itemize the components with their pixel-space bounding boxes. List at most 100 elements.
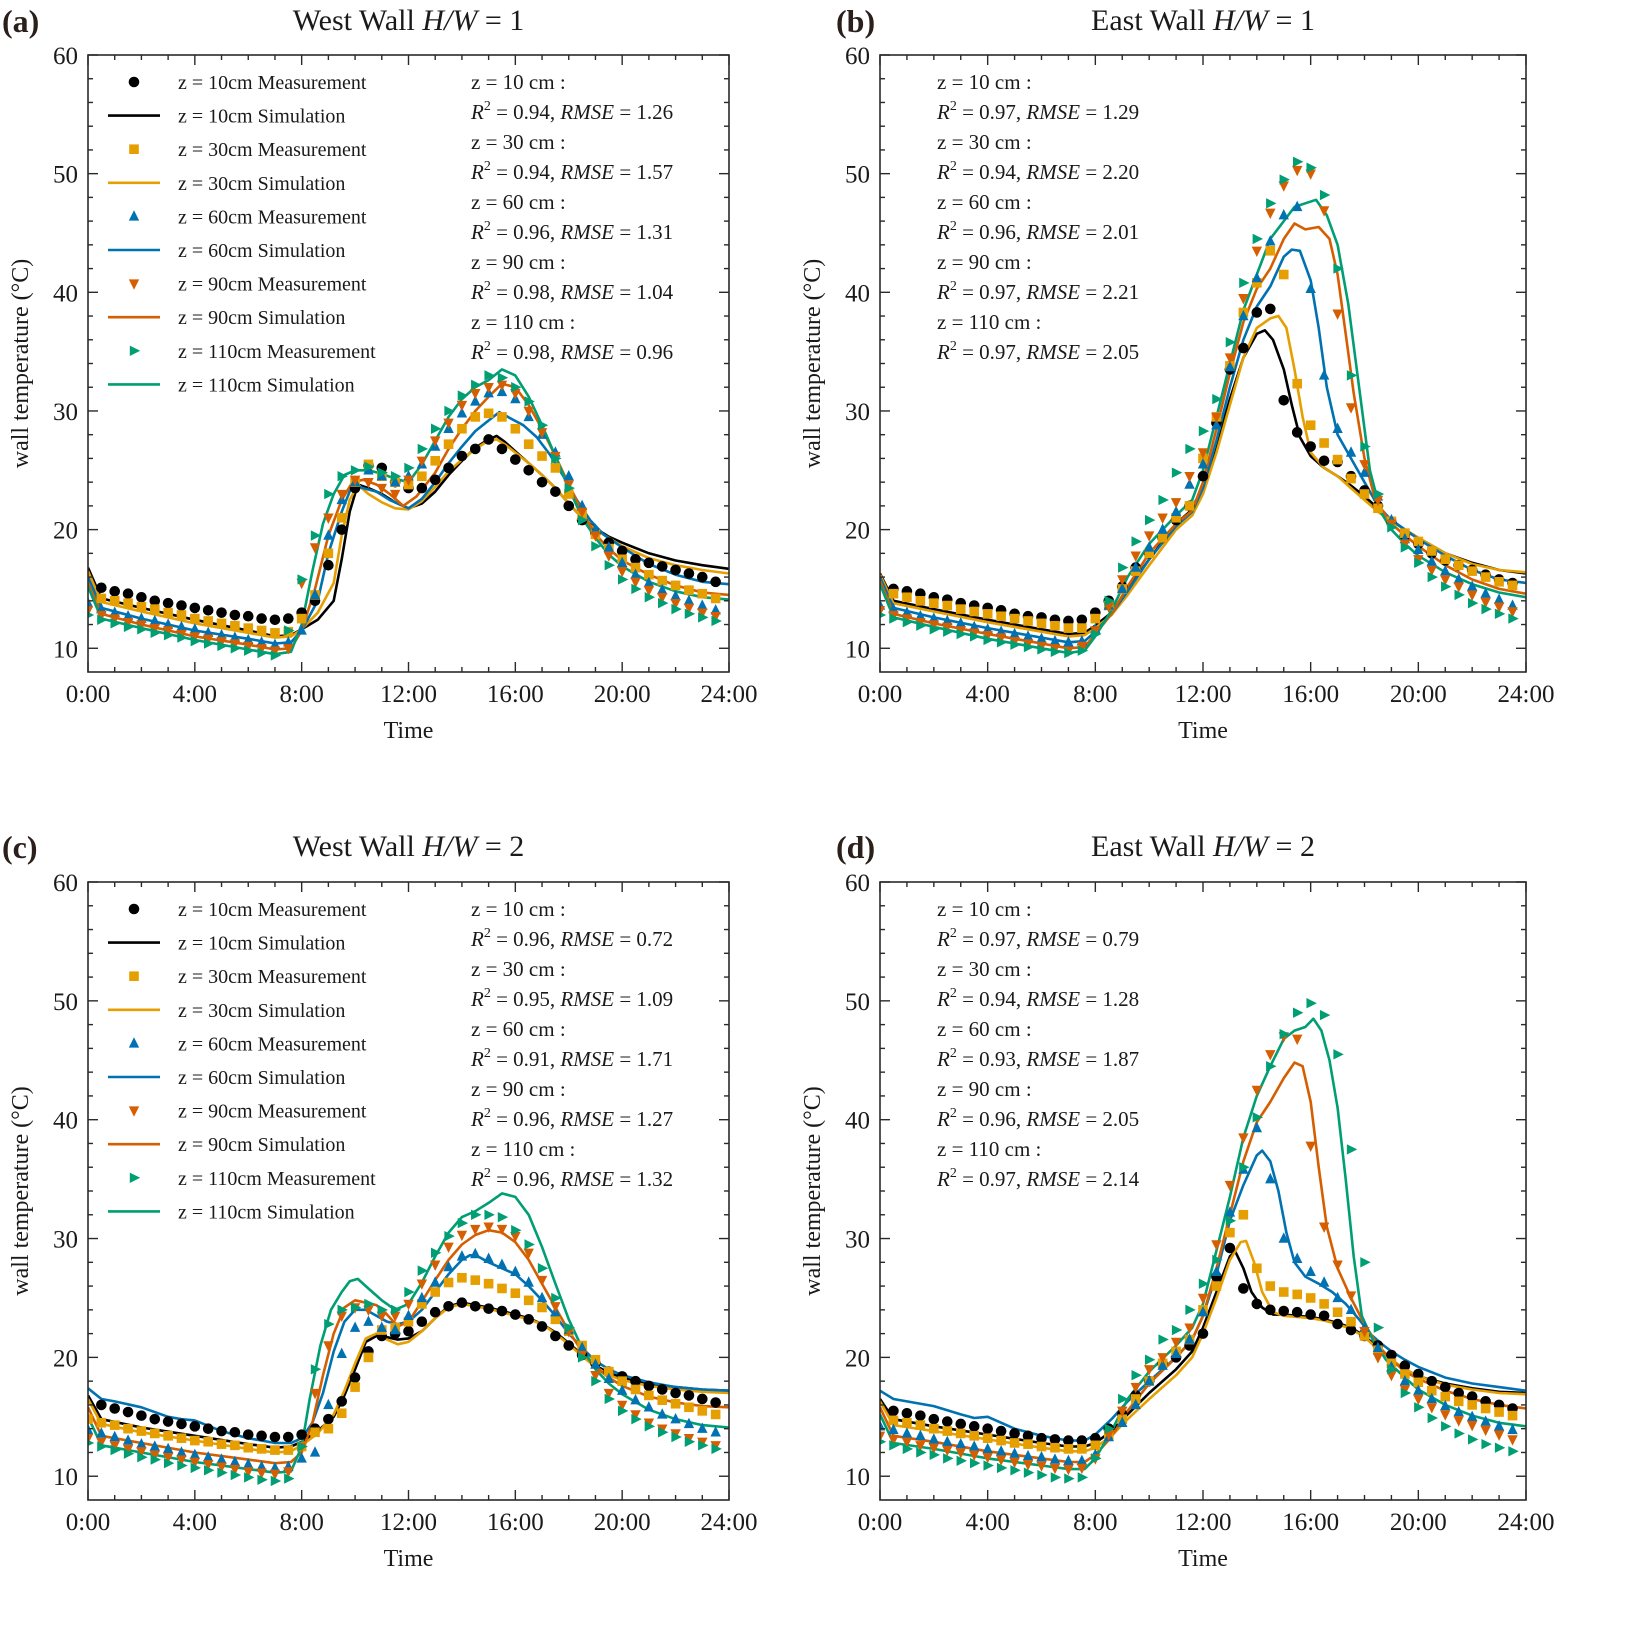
stat-values: R2 = 0.95, RMSE = 1.09 bbox=[470, 986, 673, 1011]
marker-triangle-up bbox=[1305, 1265, 1316, 1277]
marker-triangle-right bbox=[711, 615, 722, 627]
marker-triangle-up bbox=[243, 633, 254, 645]
marker-triangle-up bbox=[901, 606, 913, 617]
marker-circle bbox=[670, 564, 681, 576]
marker-circle bbox=[1305, 1309, 1316, 1320]
marker-triangle-down bbox=[149, 623, 160, 635]
marker-square bbox=[123, 1423, 133, 1434]
marker-square bbox=[256, 625, 267, 636]
marker-triangle-up bbox=[1292, 200, 1303, 212]
marker-triangle-right bbox=[983, 634, 994, 646]
legend-label: z = 30cm Measurement bbox=[178, 966, 367, 988]
marker-triangle-up bbox=[496, 1258, 508, 1269]
stat-header: z = 60 cm : bbox=[937, 190, 1032, 214]
marker-square bbox=[697, 1406, 708, 1416]
marker-triangle-right bbox=[1252, 1112, 1264, 1123]
y-axis-title: wall temperature (°C) bbox=[800, 259, 826, 469]
marker-triangle-down bbox=[349, 475, 361, 486]
marker-triangle-down bbox=[309, 1388, 321, 1400]
legend-label: z = 30cm Measurement bbox=[178, 139, 367, 161]
marker-triangle-right bbox=[1467, 1434, 1479, 1445]
marker-circle bbox=[995, 1425, 1007, 1437]
marker-circle bbox=[323, 559, 334, 571]
marker-triangle-down bbox=[1440, 1410, 1451, 1421]
marker-triangle-right bbox=[1198, 1278, 1210, 1289]
marker-triangle-up bbox=[683, 594, 695, 606]
marker-triangle-up bbox=[1265, 235, 1276, 246]
marker-triangle-down bbox=[1251, 246, 1263, 257]
marker-circle bbox=[136, 1410, 147, 1421]
marker-triangle-down bbox=[1130, 551, 1141, 562]
stat-values: R2 = 0.97, RMSE = 1.29 bbox=[936, 99, 1139, 124]
marker-circle bbox=[443, 462, 454, 474]
marker-triangle-down bbox=[216, 636, 227, 648]
marker-triangle-right bbox=[889, 1440, 900, 1451]
marker-triangle-up bbox=[697, 1422, 708, 1433]
marker-circle bbox=[1453, 1387, 1465, 1399]
marker-triangle-up bbox=[670, 1412, 681, 1424]
marker-triangle-up bbox=[603, 1372, 615, 1383]
legend-label: z = 110cm Simulation bbox=[178, 374, 355, 396]
x-tick-label: 8:00 bbox=[1073, 681, 1117, 708]
marker-triangle-right bbox=[150, 1454, 161, 1465]
marker-triangle-right bbox=[97, 1441, 108, 1452]
marker-circle bbox=[242, 610, 254, 622]
marker-triangle-up bbox=[1278, 1232, 1289, 1243]
marker-circle bbox=[483, 434, 494, 445]
marker-triangle-up bbox=[296, 1452, 307, 1463]
marker-triangle-up bbox=[1049, 634, 1061, 646]
marker-square bbox=[1063, 623, 1074, 633]
marker-square bbox=[483, 1278, 494, 1289]
marker-triangle-up bbox=[880, 1420, 886, 1431]
marker-triangle-up bbox=[1022, 1449, 1034, 1461]
marker-triangle-down bbox=[363, 477, 374, 489]
marker-square bbox=[1332, 454, 1343, 465]
marker-square bbox=[136, 601, 147, 612]
marker-triangle-down bbox=[1224, 353, 1236, 364]
marker-circle bbox=[242, 1429, 254, 1440]
x-tick-label: 4:00 bbox=[965, 1509, 1009, 1536]
y-tick-label: 10 bbox=[845, 1464, 870, 1491]
marker-square bbox=[1252, 1263, 1262, 1274]
marker-square bbox=[163, 607, 173, 618]
measurement-series-z110cm bbox=[880, 156, 1519, 659]
marker-circle bbox=[456, 1297, 468, 1309]
marker-square bbox=[470, 412, 481, 422]
x-tick-label: 4:00 bbox=[173, 1509, 217, 1536]
marker-triangle-up bbox=[1184, 1333, 1195, 1344]
marker-triangle-up bbox=[109, 606, 120, 617]
marker-triangle-right bbox=[471, 1209, 482, 1220]
marker-circle bbox=[1224, 1242, 1236, 1254]
marker-triangle-up bbox=[189, 1448, 201, 1460]
stat-header: z = 110 cm : bbox=[471, 1137, 575, 1161]
marker-circle bbox=[1399, 1360, 1411, 1372]
y-tick-label: 20 bbox=[53, 1345, 78, 1372]
marker-triangle-right bbox=[444, 405, 455, 417]
marker-circle bbox=[968, 1421, 980, 1432]
marker-circle bbox=[536, 476, 548, 488]
y-tick-label: 50 bbox=[845, 989, 870, 1016]
marker-square bbox=[1346, 1316, 1356, 1327]
marker-triangle-up bbox=[1251, 271, 1263, 283]
marker-square bbox=[996, 611, 1006, 622]
x-tick-label: 0:00 bbox=[66, 1509, 110, 1536]
marker-circle bbox=[1076, 1435, 1088, 1446]
legend-label: z = 90cm Simulation bbox=[178, 1134, 345, 1156]
marker-square bbox=[129, 144, 139, 154]
y-tick-label: 50 bbox=[53, 989, 78, 1016]
marker-triangle-down bbox=[590, 531, 601, 542]
marker-triangle-down bbox=[470, 388, 481, 400]
marker-triangle-up bbox=[1372, 1341, 1384, 1353]
marker-square bbox=[1453, 560, 1464, 571]
stat-values: R2 = 0.91, RMSE = 1.71 bbox=[470, 1046, 673, 1071]
marker-triangle-up bbox=[443, 1260, 454, 1272]
marker-triangle-right bbox=[916, 1447, 927, 1458]
marker-triangle-down bbox=[1009, 1457, 1020, 1469]
marker-triangle-right bbox=[377, 467, 388, 478]
marker-triangle-up bbox=[523, 1276, 534, 1287]
marker-square bbox=[902, 592, 912, 603]
marker-circle bbox=[256, 1430, 267, 1442]
marker-triangle-right bbox=[297, 574, 308, 585]
marker-square bbox=[1225, 1227, 1235, 1238]
marker-triangle-down bbox=[969, 1450, 980, 1462]
